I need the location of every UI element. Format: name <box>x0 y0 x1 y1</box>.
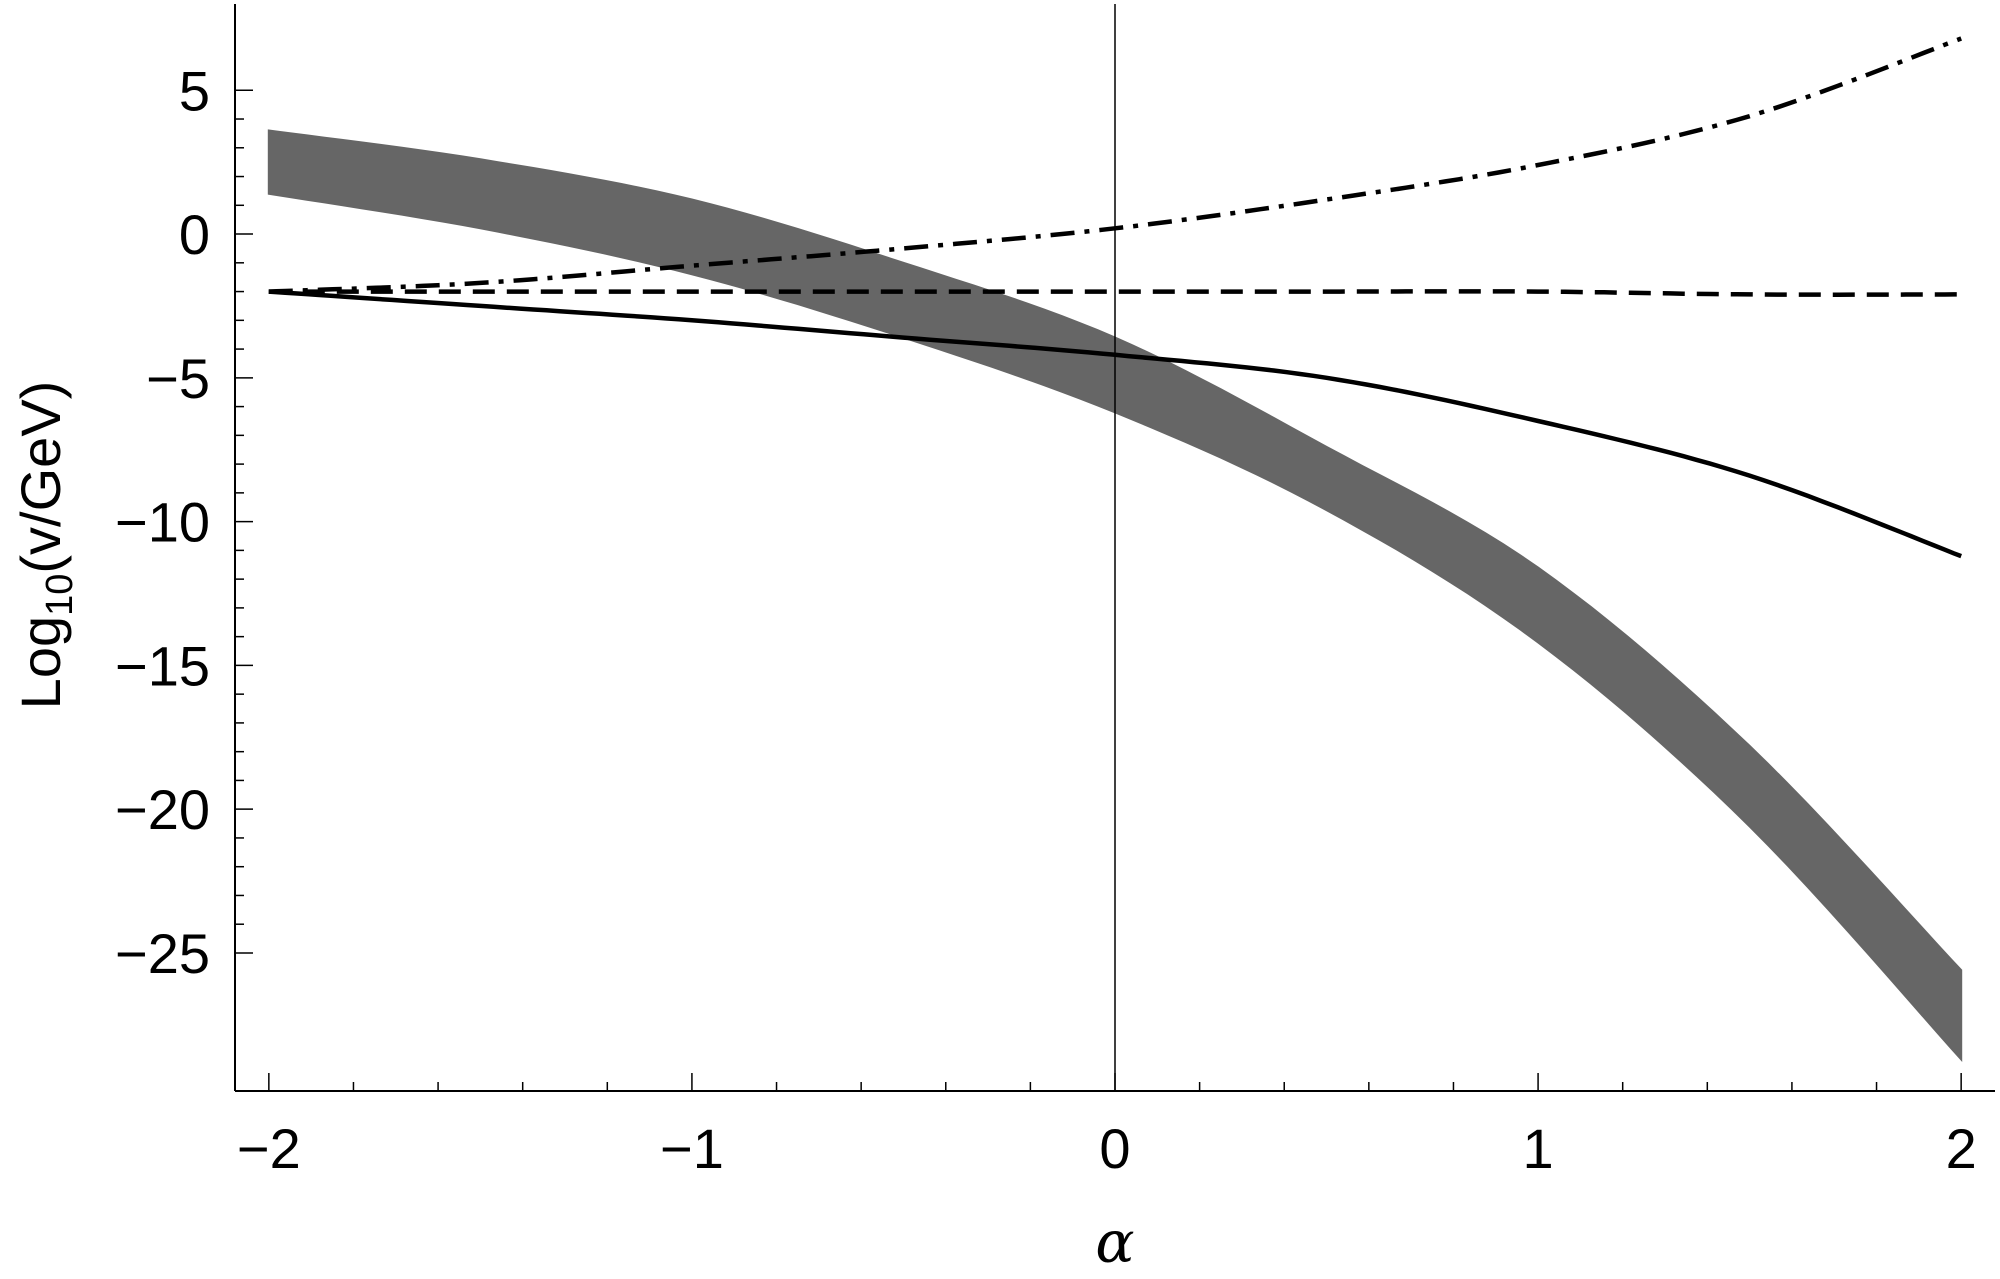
x-tick-label: 0 <box>1099 1117 1130 1180</box>
x-tick-label: −2 <box>237 1117 301 1180</box>
y-tick-labels: 5 0 −5 −10 −15 −20 −25 <box>115 59 210 985</box>
y-tick-label: 5 <box>179 59 210 122</box>
y-tick-label: −25 <box>115 922 210 985</box>
y-tick-label: −5 <box>146 347 210 410</box>
y-axis-title: Log10(v/GeV) <box>9 381 81 710</box>
band-layer <box>267 129 1963 1062</box>
x-tick-label: 2 <box>1946 1117 1977 1180</box>
x-axis-title: α <box>1095 1208 1134 1276</box>
y-tick-label: 0 <box>179 203 210 266</box>
y-tick-label: −15 <box>115 634 210 697</box>
shaded-band <box>267 129 1963 1062</box>
series-line-dashdot <box>268 36 1962 294</box>
y-axis-title-subscript: 10 <box>39 574 81 616</box>
series-line-dashed <box>268 289 1962 297</box>
tick-marks <box>235 89 1962 1091</box>
series-layer <box>268 36 1962 559</box>
y-tick-label: −10 <box>115 491 210 554</box>
series-line-solid <box>268 289 1962 559</box>
y-axis-title-prefix: Log <box>9 616 72 709</box>
x-tick-labels: −2 −1 0 1 2 <box>237 1117 1977 1180</box>
y-tick-label: −20 <box>115 778 210 841</box>
x-tick-label: 1 <box>1522 1117 1553 1180</box>
x-tick-label: −1 <box>660 1117 724 1180</box>
y-axis-title-suffix: (v/GeV) <box>9 381 72 574</box>
